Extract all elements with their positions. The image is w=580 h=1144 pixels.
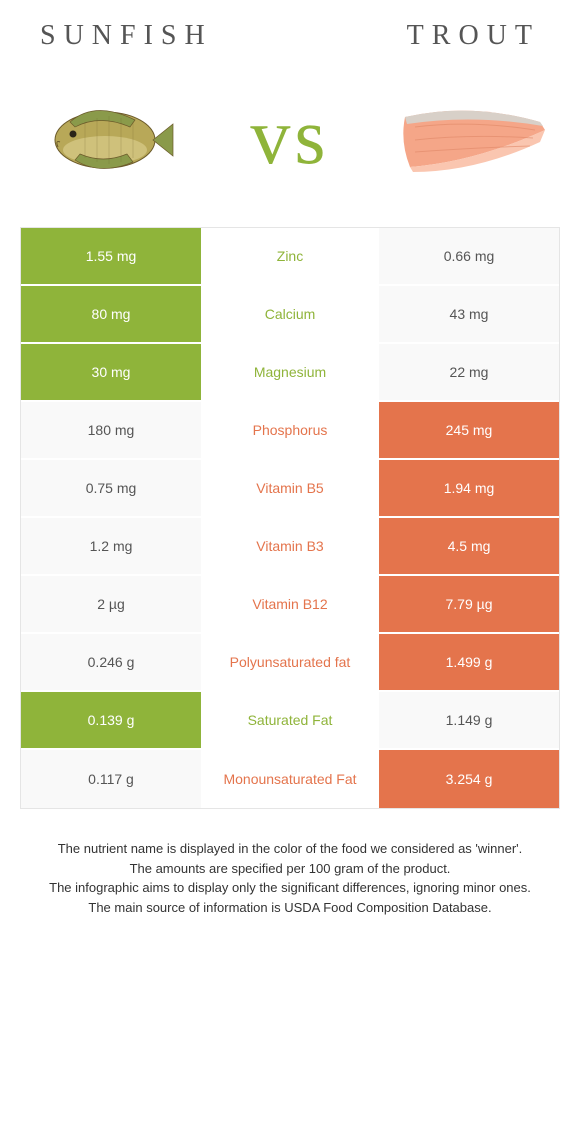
table-row: 0.246 gPolyunsaturated fat1.499 g bbox=[21, 634, 559, 692]
value-left: 180 mg bbox=[21, 402, 201, 458]
value-right: 3.254 g bbox=[379, 750, 559, 808]
table-row: 0.117 gMonounsaturated Fat3.254 g bbox=[21, 750, 559, 808]
value-right: 0.66 mg bbox=[379, 228, 559, 284]
table-row: 2 µgVitamin B127.79 µg bbox=[21, 576, 559, 634]
value-left: 2 µg bbox=[21, 576, 201, 632]
vs-row: vs bbox=[0, 62, 580, 227]
nutrient-name: Monounsaturated Fat bbox=[201, 750, 379, 808]
value-right: 1.94 mg bbox=[379, 460, 559, 516]
table-row: 1.55 mgZinc0.66 mg bbox=[21, 228, 559, 286]
food-title-left: Sunfish bbox=[40, 20, 213, 52]
trout-fillet-icon bbox=[385, 72, 555, 202]
sunfish-icon bbox=[25, 72, 195, 202]
footer-line: The amounts are specified per 100 gram o… bbox=[25, 859, 555, 879]
nutrient-name: Vitamin B5 bbox=[201, 460, 379, 516]
value-left: 0.246 g bbox=[21, 634, 201, 690]
nutrient-name: Zinc bbox=[201, 228, 379, 284]
footer-line: The nutrient name is displayed in the co… bbox=[25, 839, 555, 859]
value-right: 4.5 mg bbox=[379, 518, 559, 574]
value-right: 7.79 µg bbox=[379, 576, 559, 632]
nutrient-name: Calcium bbox=[201, 286, 379, 342]
nutrient-name: Vitamin B12 bbox=[201, 576, 379, 632]
nutrient-name: Saturated Fat bbox=[201, 692, 379, 748]
comparison-header: Sunfish Trout bbox=[0, 0, 580, 62]
value-left: 0.139 g bbox=[21, 692, 201, 748]
trout-image bbox=[385, 72, 555, 202]
table-row: 0.139 gSaturated Fat1.149 g bbox=[21, 692, 559, 750]
value-left: 0.117 g bbox=[21, 750, 201, 808]
value-right: 245 mg bbox=[379, 402, 559, 458]
nutrient-name: Phosphorus bbox=[201, 402, 379, 458]
table-row: 1.2 mgVitamin B34.5 mg bbox=[21, 518, 559, 576]
footer-line: The main source of information is USDA F… bbox=[25, 898, 555, 918]
value-right: 1.499 g bbox=[379, 634, 559, 690]
table-row: 180 mgPhosphorus245 mg bbox=[21, 402, 559, 460]
nutrient-name: Magnesium bbox=[201, 344, 379, 400]
value-right: 43 mg bbox=[379, 286, 559, 342]
value-left: 0.75 mg bbox=[21, 460, 201, 516]
table-row: 30 mgMagnesium22 mg bbox=[21, 344, 559, 402]
value-left: 1.55 mg bbox=[21, 228, 201, 284]
nutrient-name: Vitamin B3 bbox=[201, 518, 379, 574]
nutrient-name: Polyunsaturated fat bbox=[201, 634, 379, 690]
sunfish-image bbox=[25, 72, 195, 202]
table-row: 80 mgCalcium43 mg bbox=[21, 286, 559, 344]
nutrient-table: 1.55 mgZinc0.66 mg80 mgCalcium43 mg30 mg… bbox=[20, 227, 560, 809]
food-title-right: Trout bbox=[407, 20, 540, 52]
value-right: 22 mg bbox=[379, 344, 559, 400]
footer-notes: The nutrient name is displayed in the co… bbox=[0, 809, 580, 957]
value-left: 30 mg bbox=[21, 344, 201, 400]
footer-line: The infographic aims to display only the… bbox=[25, 878, 555, 898]
table-row: 0.75 mgVitamin B51.94 mg bbox=[21, 460, 559, 518]
value-left: 80 mg bbox=[21, 286, 201, 342]
vs-label: vs bbox=[250, 92, 329, 183]
value-left: 1.2 mg bbox=[21, 518, 201, 574]
value-right: 1.149 g bbox=[379, 692, 559, 748]
